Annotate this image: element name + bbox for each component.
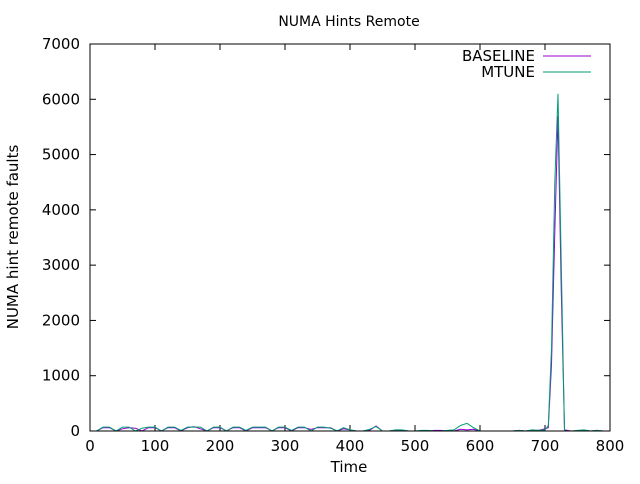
legend: BASELINE MTUNE — [462, 47, 591, 81]
y-tick-label: 0 — [70, 422, 80, 440]
x-tick-label: 500 — [401, 437, 430, 455]
x-tick-label: 300 — [271, 437, 300, 455]
y-tick-label: 3000 — [42, 256, 80, 274]
x-tick-label: 0 — [85, 437, 95, 455]
axis-ticks: 0 100 200 300 400 500 600 700 800 0 1000 2000 3000 40… — [42, 35, 625, 455]
series-line-baseline — [96, 115, 604, 432]
x-axis-label: Time — [330, 458, 368, 476]
y-axis-label: NUMA hint remote faults — [4, 145, 22, 330]
x-tick-label: 400 — [336, 437, 365, 455]
y-tick-label: 4000 — [42, 201, 80, 219]
y-tick-label: 5000 — [42, 146, 80, 164]
x-tick-label: 600 — [466, 437, 495, 455]
y-tick-label: 2000 — [42, 311, 80, 329]
y-tick-label: 1000 — [42, 367, 80, 385]
plot-border — [89, 43, 611, 432]
series-lines — [96, 93, 604, 432]
y-tick-label: 7000 — [42, 35, 80, 53]
y-tick-label: 6000 — [42, 90, 80, 108]
x-tick-label: 200 — [206, 437, 235, 455]
x-tick-label: 100 — [141, 437, 170, 455]
x-tick-label: 800 — [596, 437, 625, 455]
chart-title: NUMA Hints Remote — [278, 14, 419, 30]
series-line-mtune — [96, 93, 604, 432]
legend-label-mtune: MTUNE — [481, 63, 535, 81]
legend-label-baseline: BASELINE — [462, 47, 535, 65]
x-tick-label: 700 — [531, 437, 560, 455]
